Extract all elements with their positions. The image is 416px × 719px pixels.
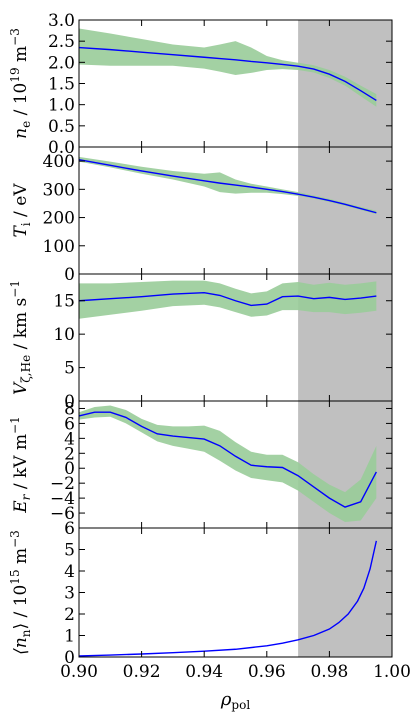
panel-3: 0 5 10 15 Vζ,He / km s−1 [8,273,393,412]
series-line [78,292,377,307]
x-tick-label: 0.94 [185,662,223,682]
panel-2: 0 100 200 300 400 Ti / eV [11,146,393,285]
series-line [78,46,377,102]
x-tick-label: 0.90 [60,662,98,682]
y-tick-label: 3 [64,584,75,604]
y-tick-label: 5 [64,359,75,379]
uncertainty-band [79,405,377,523]
y-tick-label: 2 [64,605,75,625]
y-tick-label: −6 [50,504,75,524]
x-axis: 0.90 0.92 0.94 0.96 0.98 1.00 [60,662,411,682]
shaded-region [298,528,392,657]
x-tick-label: 1.00 [373,662,411,682]
y-tick-label: 6 [64,519,75,539]
y-tick-label: 1.0 [48,96,75,116]
y-tick-label: 4 [64,429,75,449]
uncertainty-band [79,28,377,107]
x-tick-label: 0.96 [248,662,286,682]
panels: 0.00.51.01.52.02.53.0ne / 1019 m−3010020… [8,11,393,668]
y-tick-label: 400 [43,152,75,172]
y-tick-label: 10 [53,325,75,345]
y-axis-label: ⟨nn⟩ / 1015 m−3 [8,530,33,655]
y-tick-label: 15 [53,292,75,312]
y-tick-label: 1.5 [48,75,75,95]
y-tick-label: 0 [64,265,75,285]
y-tick-label: 6 [64,414,75,434]
panel-1: 0.00.51.01.52.02.53.0 ne / 1019 m−3 [8,11,393,158]
y-tick-label: 0 [64,459,75,479]
y-axis-label: ne / 1019 m−3 [8,28,33,139]
y-tick-label: 2.0 [48,53,75,73]
x-tick-label: 0.92 [123,662,161,682]
y-tick-label: 300 [43,180,75,200]
y-tick-label: 2 [64,444,75,464]
x-tick-label: 0.98 [310,662,348,682]
x-axis-label: ρpol [220,689,251,712]
y-tick-label: 5 [64,541,75,561]
series-line [78,411,377,508]
shaded-region [298,147,392,274]
y-tick-label: 0.0 [48,138,75,158]
y-tick-label: 0 [64,392,75,412]
uncertainty-band [79,156,377,215]
y-tick-label: 200 [43,209,75,229]
series-line [78,540,378,657]
y-tick-label: 0.5 [48,117,75,137]
y-axis-label: Ti / eV [11,183,33,238]
y-tick-label: 2.5 [48,32,75,52]
y-tick-label: −4 [50,489,75,509]
uncertainty-band [79,280,377,319]
y-tick-label: 8 [64,399,75,419]
y-tick-label: 100 [43,237,75,257]
y-tick-label: 1 [64,627,75,647]
y-tick-label: 4 [64,562,75,582]
y-axis-label: Er / kV m−1 [8,416,33,514]
y-tick-label: 0 [64,648,75,668]
y-tick-label: −2 [50,474,75,494]
y-axis-label: Vζ,He / km s−1 [8,280,33,395]
y-tick-label: 3.0 [48,11,75,31]
series-line [78,159,377,214]
